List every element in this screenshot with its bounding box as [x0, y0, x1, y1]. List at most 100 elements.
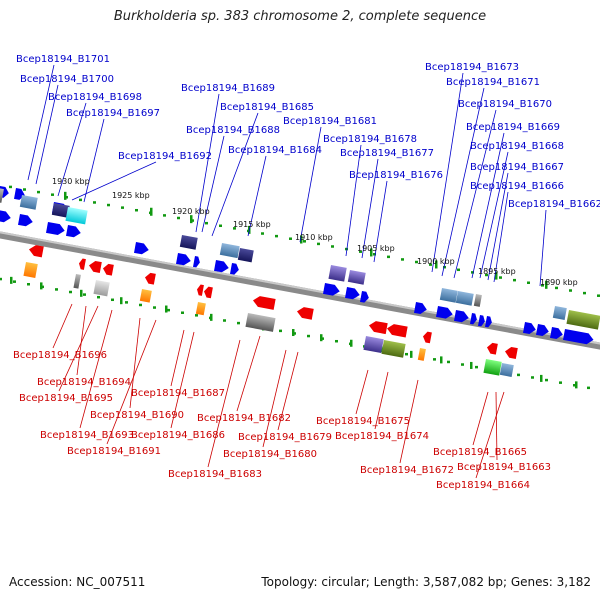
ruler-tick-label: 1925 kbp [112, 191, 150, 200]
ruler-dot [471, 271, 474, 274]
gene-arrow-forward [229, 263, 239, 275]
feature-block [23, 262, 38, 278]
ruler-major-tick [10, 276, 13, 284]
ruler-dot [373, 253, 376, 256]
reverse-gene-label: Bcep18194_B1664 [436, 480, 530, 491]
ruler-dot [279, 329, 282, 333]
ruler-dot [139, 303, 142, 307]
leader-line [170, 329, 185, 387]
ruler-major-tick [292, 329, 295, 337]
leader-line [299, 126, 322, 243]
ruler-dot [79, 198, 82, 202]
ruler-dot [583, 291, 586, 295]
reverse-gene-label: Bcep18194_B1663 [457, 462, 551, 473]
ruler-dot [83, 293, 86, 296]
ruler-dot [559, 381, 562, 384]
gene-arrow-reverse [386, 324, 408, 338]
leader-line [57, 102, 87, 197]
gene-arrow-forward [45, 222, 65, 236]
gene-arrow-reverse [88, 260, 102, 274]
ruler-dot [513, 278, 516, 282]
ruler-dot [37, 190, 40, 194]
ruler-major-tick [540, 374, 543, 382]
ruler-major-tick [40, 282, 43, 290]
leader-line [58, 305, 99, 392]
ruler-major-tick [150, 207, 153, 216]
leader-line [399, 379, 419, 464]
reverse-gene-label: Bcep18194_B1693 [40, 430, 134, 441]
forward-gene-label: Bcep18194_B1688 [186, 125, 280, 136]
leader-line [453, 109, 497, 279]
gene-arrow-forward [17, 214, 33, 227]
reverse-gene-label: Bcep18194_B1691 [67, 446, 161, 457]
ruler-major-tick [545, 280, 548, 289]
leader-line [71, 161, 157, 201]
feature-block [73, 274, 81, 289]
ruler-dot [195, 314, 198, 317]
ruler-dot [0, 277, 2, 281]
ruler-major-tick [300, 235, 303, 244]
ruler-dot [317, 242, 320, 246]
gene-arrow-reverse [78, 258, 86, 270]
reverse-gene-label: Bcep18194_B1683 [168, 469, 262, 480]
map-title: Burkholderia sp. 383 chromosome 2, compl… [113, 9, 487, 24]
leader-line [471, 132, 505, 279]
ruler-dot [307, 334, 310, 338]
ruler-dot [69, 290, 72, 294]
forward-gene-label: Bcep18194_B1685 [220, 102, 314, 113]
ruler-dot [499, 276, 502, 279]
feature-block [219, 243, 240, 259]
gene-arrow-forward [344, 287, 360, 300]
leader-line [495, 391, 498, 461]
leader-line [129, 317, 141, 409]
gene-arrow-forward [469, 313, 477, 325]
leader-line [487, 172, 509, 281]
ruler-major-tick [64, 191, 67, 200]
gene-arrow-forward [0, 210, 11, 223]
ruler-dot [415, 260, 418, 264]
ruler-dot [23, 188, 26, 191]
forward-gene-label: Bcep18194_B1698 [48, 92, 142, 103]
feature-block [179, 235, 198, 250]
feature-block [139, 289, 152, 303]
ruler-dot [237, 321, 240, 325]
gene-arrow-forward [213, 260, 229, 273]
forward-gene-label: Bcep18194_B1684 [228, 145, 322, 156]
forward-gene-label: Bcep18194_B1671 [446, 77, 540, 88]
ruler-dot [55, 288, 58, 291]
feature-block [381, 339, 406, 358]
ruler-dot [475, 365, 478, 369]
ruler-major-tick [210, 313, 213, 321]
feature-block [455, 291, 474, 306]
feature-block [195, 302, 206, 316]
leader-line [52, 303, 73, 349]
gene-arrow-reverse [196, 284, 204, 296]
feature-block [566, 310, 600, 330]
ruler-dot [531, 376, 534, 379]
ruler-major-tick [575, 381, 578, 389]
forward-strand-genes [0, 186, 600, 345]
ruler-dot [135, 208, 138, 212]
feature-block [363, 336, 384, 354]
ruler-major-tick [470, 361, 473, 369]
ruler-major-tick [80, 289, 83, 297]
leader-line [277, 351, 299, 431]
reverse-gene-label: Bcep18194_B1665 [433, 447, 527, 458]
ruler-dot [111, 298, 114, 302]
ruler-dot [163, 214, 166, 217]
forward-gene-label: Bcep18194_B1689 [181, 83, 275, 94]
ruler-dot [597, 294, 600, 297]
forward-gene-label: Bcep18194_B1670 [458, 99, 552, 110]
ruler-tick-label: 1930 kbp [52, 177, 90, 186]
reverse-gene-label: Bcep18194_B1672 [360, 465, 454, 476]
ruler-dot [433, 358, 436, 361]
feature-block [93, 280, 110, 297]
ruler-dot [457, 268, 460, 272]
gene-arrow-forward [413, 302, 427, 315]
feature-block [473, 294, 482, 307]
ruler-dot [573, 384, 576, 387]
gene-arrow-reverse [368, 321, 388, 335]
ruler-major-tick [320, 334, 323, 342]
reverse-gene-label: Bcep18194_B1680 [223, 449, 317, 460]
reverse-gene-label: Bcep18194_B1686 [131, 430, 225, 441]
